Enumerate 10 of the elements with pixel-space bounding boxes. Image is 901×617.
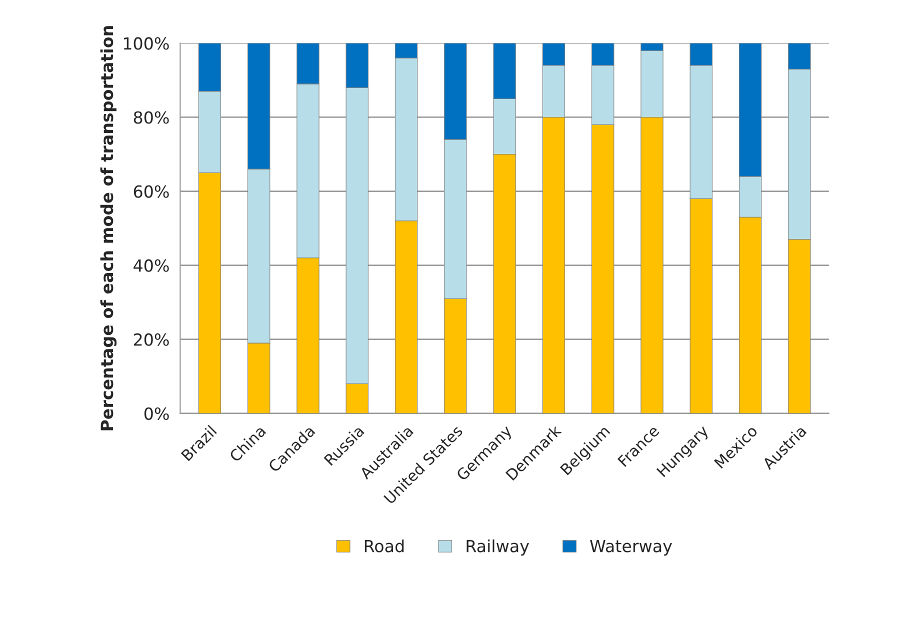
legend-label: Railway [466,539,530,556]
y-tick-label: 80% [134,111,169,124]
y-tick-label: 0% [144,407,169,420]
y-tick-label: 100% [124,37,169,50]
y-axis-title: Percentage of each mode of transportation [100,26,117,430]
y-tick-label: 60% [134,185,169,198]
y-tick-label: 40% [134,259,169,272]
legend-label: Road [364,539,404,552]
y-tick-label: 20% [134,333,169,346]
legend-label: Waterway [590,540,672,556]
